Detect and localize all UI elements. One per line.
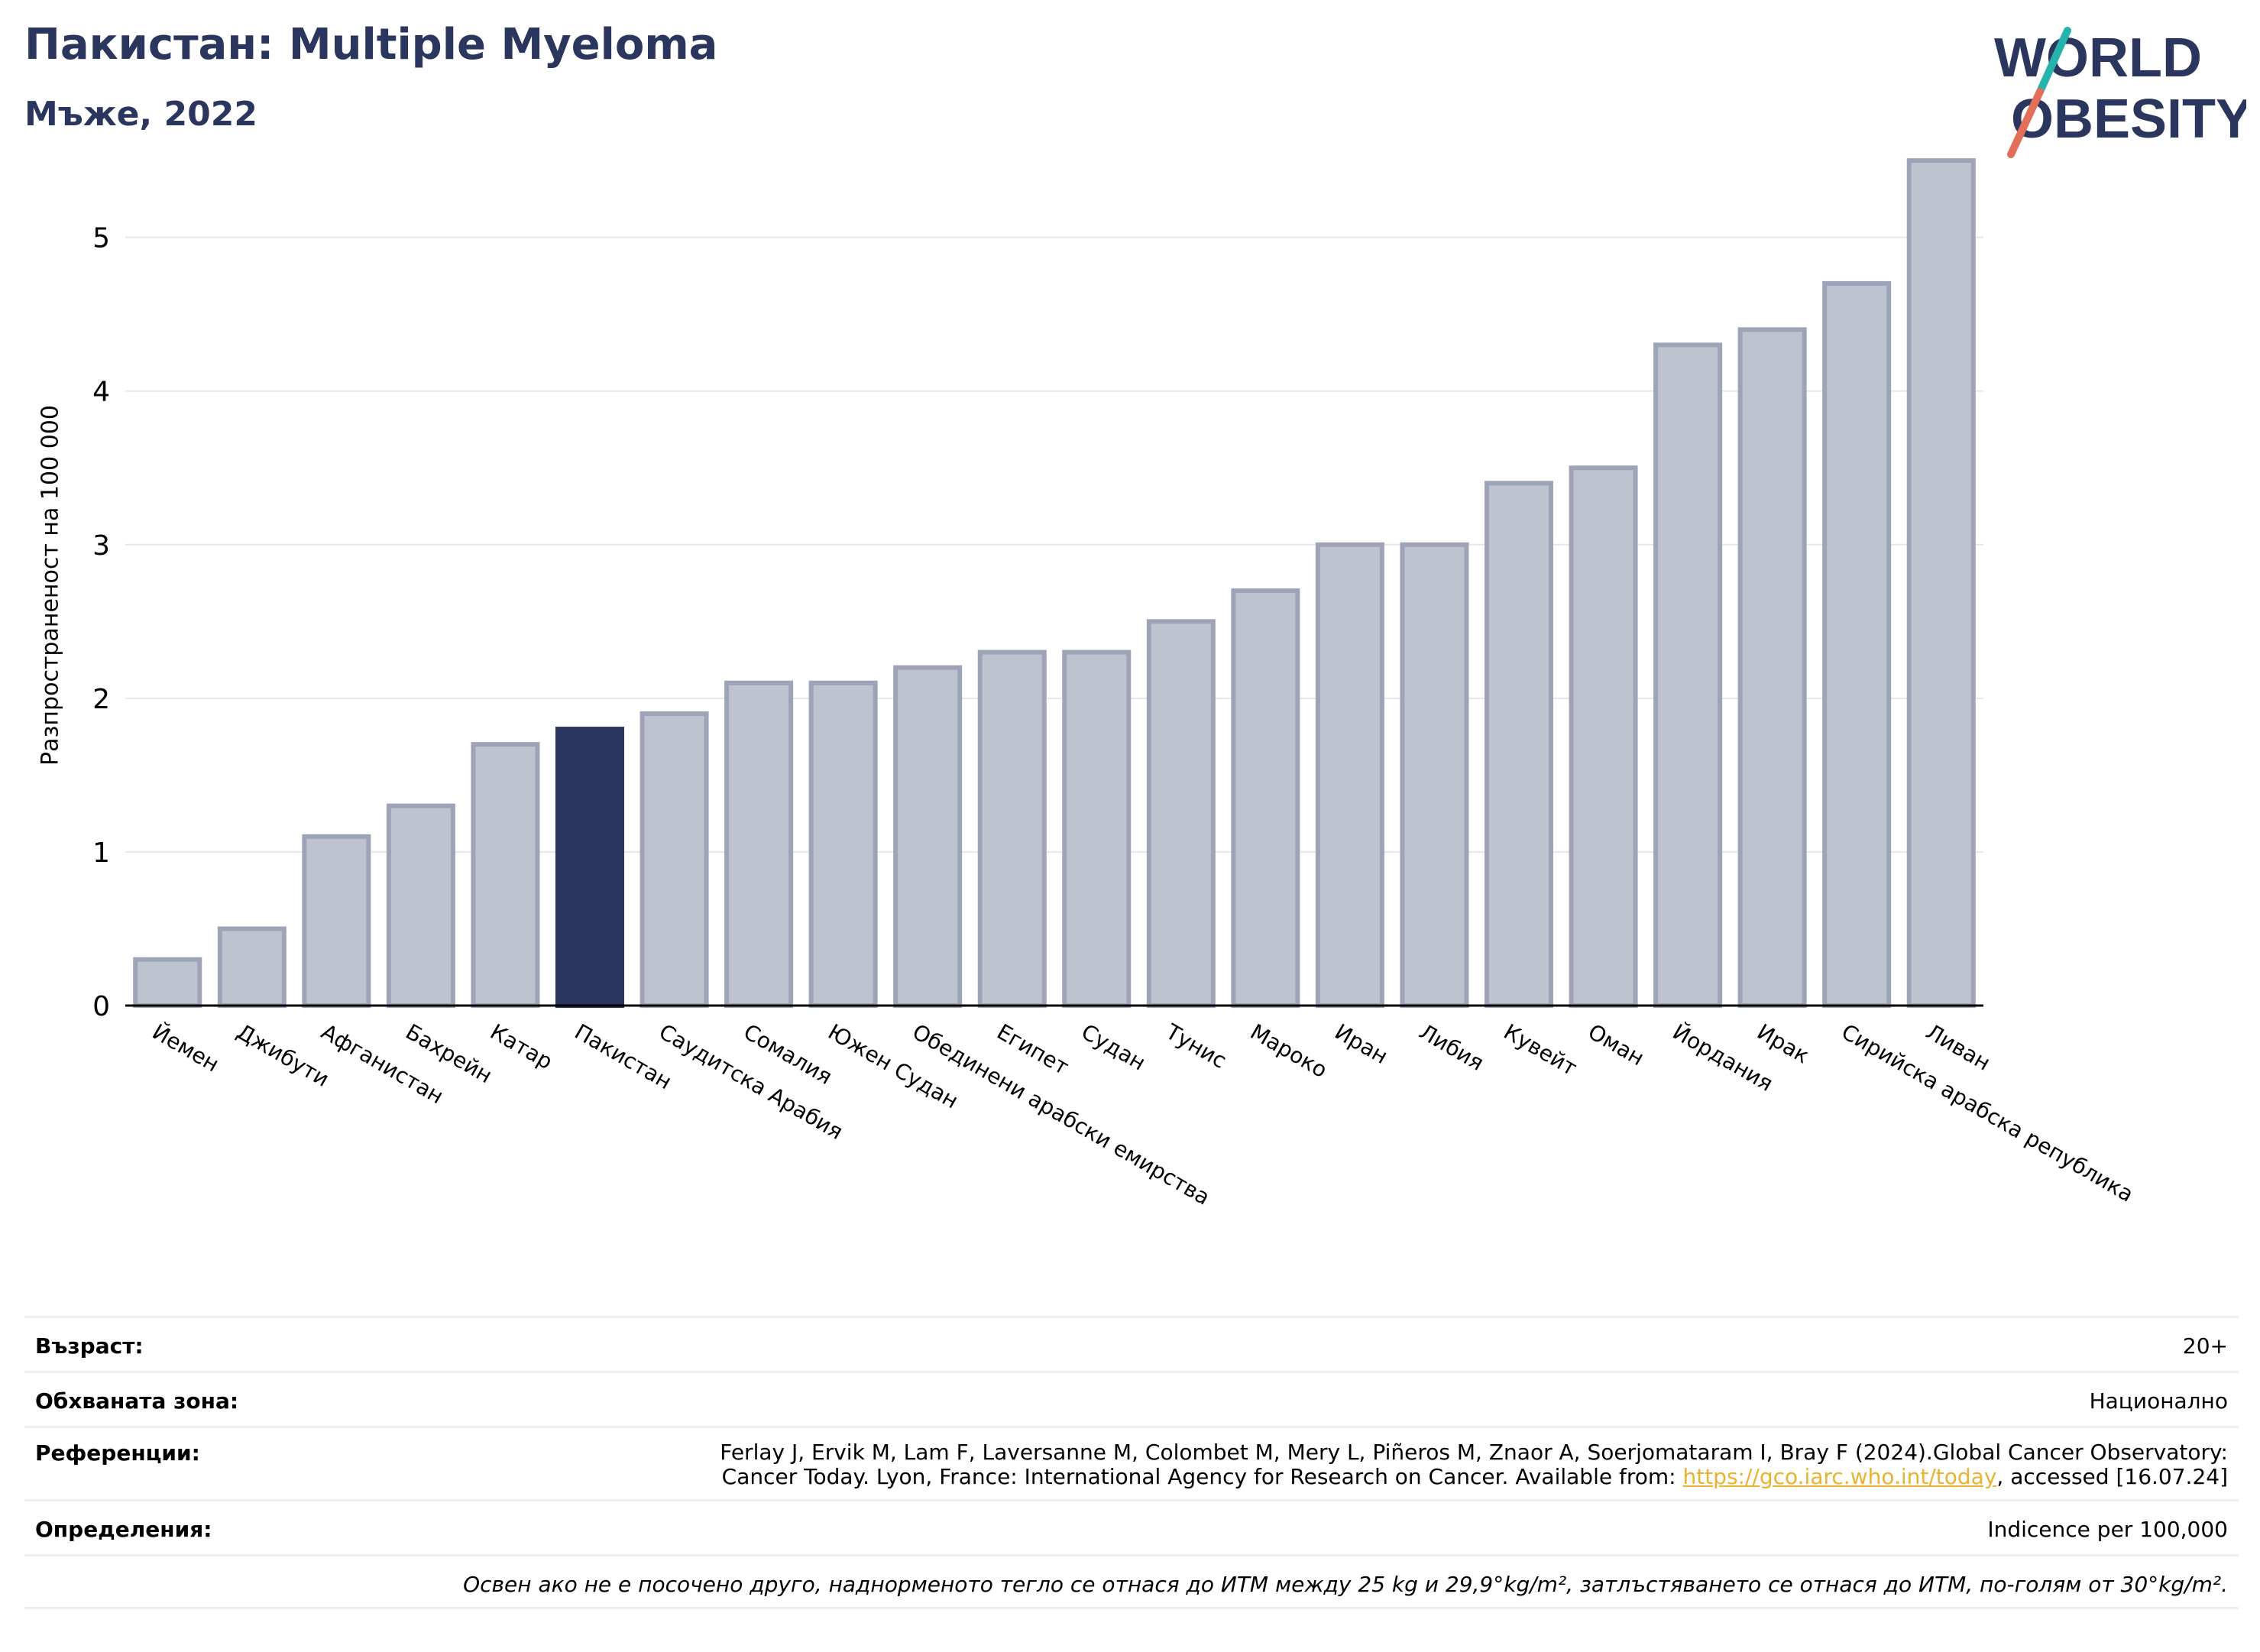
info-row-references: Референции: Ferlay J, Ervik M, Lam F, La…: [24, 1426, 2239, 1499]
x-tick-label: Джибути: [232, 1019, 333, 1091]
x-tick-label: Мароко: [1246, 1019, 1332, 1083]
y-tick-label: 3: [92, 530, 110, 562]
x-tick-label: Иран: [1330, 1019, 1392, 1069]
y-tick-label: 5: [92, 223, 110, 254]
x-tick-label: Сирийска арабска република: [1837, 1019, 2138, 1207]
world-obesity-logo: WORLD OBESITY: [1994, 27, 2246, 158]
x-tick-label: Ирак: [1753, 1019, 1814, 1068]
bar: [1653, 342, 1723, 1008]
bar: [302, 834, 371, 1008]
chart-subtitle: Мъже, 2022: [24, 95, 257, 134]
bar: [1569, 465, 1638, 1008]
bar: [1822, 280, 1892, 1008]
references-line-2: Cancer Today. Lyon, France: Internationa…: [721, 1464, 1683, 1489]
references-accessed: , accessed [16.07.24]: [1996, 1464, 2228, 1489]
age-value: 20+: [2182, 1333, 2228, 1359]
svg-text:WORLD: WORLD: [1994, 28, 2202, 89]
y-tick-label: 1: [92, 837, 110, 869]
x-tick-label: Тунис: [1161, 1019, 1230, 1074]
bar: [1484, 481, 1554, 1008]
bar: [471, 742, 540, 1009]
bar: [555, 727, 625, 1008]
y-tick-label: 0: [92, 991, 110, 1022]
definitions-label: Определения:: [35, 1517, 212, 1542]
y-tick-label: 4: [92, 377, 110, 408]
bar: [217, 926, 287, 1008]
references-line-1: Ferlay J, Ervik M, Lam F, Laversanne M, …: [720, 1440, 2228, 1465]
bar: [639, 711, 709, 1008]
area-value: Национално: [2089, 1388, 2228, 1414]
chart-title: Пакистан: Multiple Myeloma: [24, 20, 718, 70]
bar: [386, 803, 455, 1009]
bar: [1231, 588, 1300, 1008]
bar: [808, 680, 878, 1008]
references-label: Референции:: [35, 1440, 200, 1466]
x-tick-label: Обединени арабски емирства: [908, 1019, 1215, 1210]
bar: [724, 680, 794, 1008]
references-value: Ferlay J, Ervik M, Lam F, Laversanne M, …: [720, 1440, 2228, 1489]
references-link[interactable]: https://gco.iarc.who.int/today: [1682, 1464, 1997, 1489]
area-label: Обхваната зона:: [35, 1388, 239, 1414]
info-row-age: Възраст: 20+: [24, 1316, 2239, 1371]
note-text: Освен ако не е посочено друго, наднормен…: [463, 1572, 2228, 1597]
x-tick-label: Оман: [1584, 1019, 1649, 1071]
svg-text:OBESITY: OBESITY: [2011, 89, 2246, 150]
bar: [1146, 619, 1216, 1008]
x-tick-label: Либия: [1415, 1019, 1488, 1075]
x-tick-label: Йемен: [148, 1019, 224, 1077]
bar: [977, 649, 1047, 1008]
x-tick-label: Кувейт: [1500, 1019, 1582, 1080]
info-row-note: Освен ако не е посочено друго, наднормен…: [24, 1554, 2239, 1609]
info-row-definitions: Определения: Indicence per 100,000: [24, 1499, 2239, 1554]
bar: [1400, 542, 1469, 1008]
x-tick-label: Судан: [1077, 1019, 1150, 1075]
bar: [133, 957, 202, 1009]
bar: [1315, 542, 1384, 1008]
bar: [1062, 649, 1132, 1008]
info-row-area: Обхваната зона: Национално: [24, 1371, 2239, 1426]
age-label: Възраст:: [35, 1333, 144, 1359]
y-tick-label: 2: [92, 684, 110, 715]
info-table: Възраст: 20+ Обхваната зона: Национално …: [24, 1316, 2239, 1609]
definitions-value: Indicence per 100,000: [1987, 1517, 2228, 1542]
bar: [1737, 327, 1807, 1008]
bar: [1906, 158, 1976, 1008]
bar: [893, 665, 963, 1009]
